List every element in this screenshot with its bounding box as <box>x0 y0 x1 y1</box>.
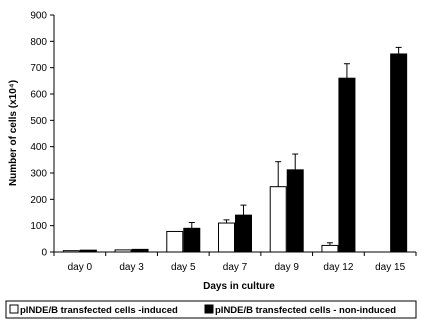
y-tick-label: 600 <box>30 90 47 101</box>
y-tick-label: 0 <box>41 248 47 259</box>
bar-non-induced <box>390 53 408 253</box>
legend-label-induced: pINDE/B transfected cells -induced <box>20 305 178 316</box>
bar-non-induced <box>235 214 252 253</box>
bar-non-induced <box>131 248 149 253</box>
y-tick-label: 200 <box>30 195 47 206</box>
x-tick-label: day 12 <box>323 262 353 273</box>
tick-labels-layer: 0 100 200 300 400 500 600 700 800 900 day 0 day 3 da… <box>30 11 405 274</box>
x-tick-label: day 5 <box>171 262 196 273</box>
legend-label-non-induced: pINDE/B transfected cells - non-induced <box>215 305 396 316</box>
legend: pINDE/B transfected cells -induced pINDE… <box>5 300 417 319</box>
bar-induced <box>269 186 287 253</box>
bars-layer <box>62 46 408 253</box>
y-tick-label: 800 <box>30 37 47 48</box>
bar-induced <box>218 222 235 253</box>
y-tick-label: 700 <box>30 63 47 74</box>
bar-induced <box>62 250 80 253</box>
bar-non-induced <box>79 249 97 253</box>
bar-induced <box>114 249 132 253</box>
axes-layer <box>50 14 417 256</box>
bar-non-induced <box>286 169 304 253</box>
bar-non-induced <box>183 227 201 253</box>
x-axis-title: Days in culture <box>203 281 275 292</box>
x-tick-label: day 9 <box>274 262 299 273</box>
x-tick-label: day 15 <box>375 262 405 273</box>
x-tick-label: day 7 <box>223 262 248 273</box>
bar-non-induced <box>338 77 356 253</box>
y-tick-label: 900 <box>30 11 47 22</box>
x-tick-label: day 0 <box>68 262 93 273</box>
legend-swatch-non-induced <box>204 304 214 314</box>
y-tick-label: 500 <box>30 116 47 127</box>
legend-swatch-induced <box>9 304 19 314</box>
bar-induced <box>166 230 184 253</box>
y-tick-label: 300 <box>30 169 47 180</box>
y-tick-label: 100 <box>30 221 47 232</box>
x-tick-label: day 3 <box>119 262 144 273</box>
y-axis-title: Number of cells (x10⁴) <box>8 80 19 186</box>
y-tick-label: 400 <box>30 142 47 153</box>
bar-induced <box>321 244 339 253</box>
